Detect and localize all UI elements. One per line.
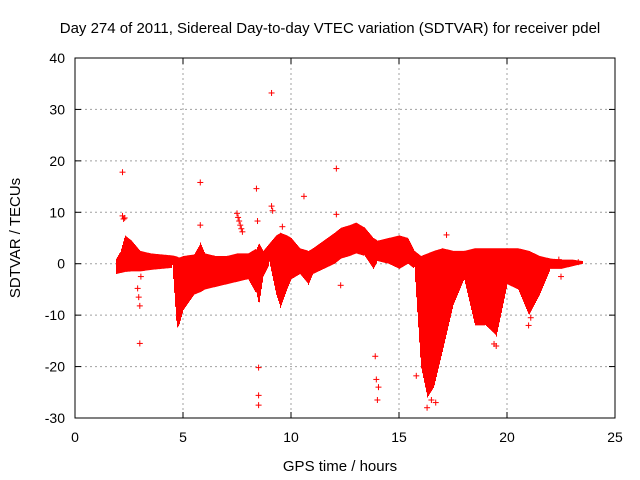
- outlier-point: [558, 273, 564, 280]
- outlier-point: [238, 225, 245, 232]
- outlier-point: [268, 203, 275, 210]
- x-tick-label: 25: [607, 429, 623, 445]
- outlier-point: [428, 397, 435, 403]
- outlier-point: [137, 273, 144, 280]
- y-axis-label: SDTVAR / TECUs: [7, 178, 24, 298]
- outlier-point: [373, 376, 380, 383]
- x-tick-label: 0: [71, 429, 79, 445]
- outlier-point: [333, 211, 340, 218]
- outlier-point: [424, 404, 431, 411]
- outlier-point: [525, 322, 532, 329]
- outlier-point: [121, 214, 128, 221]
- outlier-point: [237, 222, 244, 229]
- y-tick-label: -30: [45, 410, 65, 426]
- outlier-point: [300, 193, 307, 200]
- outlier-point: [372, 353, 379, 360]
- outlier-point: [119, 169, 126, 176]
- y-tick-label: 10: [49, 204, 65, 220]
- outlier-point: [134, 285, 141, 292]
- outlier-point: [269, 207, 276, 214]
- outlier-point: [120, 215, 127, 222]
- outlier-point: [255, 364, 262, 371]
- outlier-point: [493, 343, 500, 349]
- outlier-point: [136, 340, 143, 347]
- x-tick-label: 10: [283, 429, 299, 445]
- outlier-point: [374, 397, 381, 403]
- outlier-point: [527, 314, 534, 321]
- outlier-point: [333, 165, 340, 172]
- outlier-point: [375, 384, 382, 391]
- outlier-point: [236, 218, 243, 225]
- y-tick-label: 30: [49, 101, 65, 117]
- outlier-point: [413, 372, 420, 379]
- chart-title: Day 274 of 2011, Sidereal Day-to-day VTE…: [60, 20, 601, 37]
- outlier-point: [234, 210, 240, 217]
- outlier-point: [337, 282, 344, 289]
- x-tick-label: 20: [499, 429, 515, 445]
- y-tick-label: 0: [57, 256, 65, 272]
- axis-ticks: 0 5 10 15 20 25 -30 -20 -10 0 10 20 30 40: [45, 50, 623, 445]
- plot-frame: [74, 57, 616, 419]
- outlier-point: [136, 302, 143, 309]
- outlier-point: [575, 259, 582, 266]
- outlier-point: [239, 228, 246, 235]
- x-tick-label: 5: [179, 429, 187, 445]
- outlier-point: [255, 392, 262, 399]
- outlier-point: [555, 256, 562, 263]
- outlier-point: [197, 179, 204, 186]
- outlier-point: [253, 185, 260, 192]
- outlier-point: [235, 214, 242, 221]
- outlier-point: [443, 231, 450, 238]
- outlier-point: [432, 399, 439, 406]
- y-tick-label: -20: [45, 359, 65, 375]
- x-tick-label: 15: [391, 429, 407, 445]
- y-tick-label: 20: [49, 153, 65, 169]
- outlier-point: [268, 89, 275, 96]
- outlier-point: [279, 223, 286, 230]
- y-tick-label: 40: [49, 50, 65, 66]
- outlier-point: [135, 294, 142, 301]
- outlier-point: [255, 402, 262, 409]
- outlier-point: [254, 218, 261, 225]
- outlier-point: [197, 222, 204, 229]
- x-axis-label: GPS time / hours: [283, 458, 397, 475]
- data-series: [116, 89, 583, 411]
- y-tick-label: -10: [45, 307, 65, 323]
